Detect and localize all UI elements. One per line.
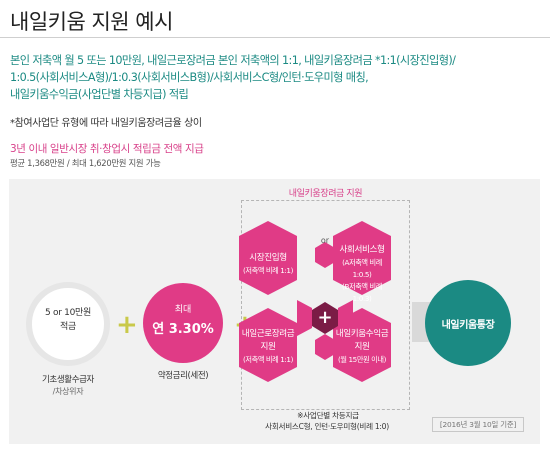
savings-caption: 기초생활수급자: [42, 375, 94, 385]
hex-social-text: 사회서비스형 (A저축액 비례 1:0.5) (B저축액 비례 1:0.3): [333, 244, 391, 305]
hex-market-title: 시장진입형: [249, 253, 287, 263]
incentive-box: [241, 200, 410, 410]
intro-text: 본인 저축액 월 5 또는 10만원, 내일근로장려금 본인 저축액의 1:1,…: [10, 52, 540, 103]
account-label: 내일키움통장: [441, 320, 495, 331]
hex-profit-text: 내일키움수익금 지원 (월 15만원 이내): [333, 328, 391, 366]
interest-rate: 연 3.30%: [143, 318, 223, 337]
hex-profit-title-2: 지원: [354, 342, 370, 352]
plus-icon: +: [116, 310, 138, 340]
hex-labor-title-2: 지원: [260, 342, 276, 352]
intro-line: 본인 저축액 월 5 또는 10만원, 내일근로장려금 본인 저축액의 1:1,…: [10, 54, 456, 67]
hex-social-ratio-a: (A저축액 비례 1:0.5): [342, 258, 382, 279]
hex-profit-title: 내일키움수익금: [335, 329, 389, 339]
hex-labor-text: 내일근로장려금 지원 (저축액 비례 1:1): [239, 328, 297, 366]
savings-amount-line: 5 or 10만원: [45, 308, 91, 318]
hex-market-text: 시장진입형 (저축액 비례 1:1): [239, 252, 297, 277]
hex-connector-bottom: [315, 334, 335, 360]
reference-date: [2016년 3월 10일 기준]: [432, 417, 524, 432]
hex-social-title: 사회서비스형: [339, 245, 385, 255]
savings-caption-sub: /차상위자: [52, 387, 84, 396]
hex-market-ratio: (저축액 비례 1:1): [242, 266, 293, 275]
interest-prefix: 연: [152, 322, 165, 337]
highlight-text: 3년 이내 일반시장 취·창업시 적립금 전액 지급: [10, 143, 204, 155]
intro-line: 1:0.5(사회서비스A형)/1:0.3(사회서비스B형)/사회서비스C형/인턴…: [10, 71, 369, 84]
footnote-differential: ※사업단별 차등지급: [297, 411, 359, 420]
hex-profit-limit: (월 15만원 이내): [338, 355, 386, 364]
savings-ring: [26, 282, 110, 366]
incentive-box-title: 내일키움장려금 지원: [283, 186, 368, 199]
hex-social-ratio-b: (B저축액 비례 1:0.3): [342, 282, 382, 303]
page-title: 내일키움 지원 예시: [10, 10, 173, 34]
interest-max-label: 최대: [174, 305, 192, 315]
savings-type-line: 적금: [60, 322, 76, 332]
hex-connector-right: [338, 300, 353, 336]
hex-social: [333, 221, 391, 295]
footnote-types: 사회서비스C형, 인턴·도우미형(비례 1:0): [265, 422, 389, 431]
account-circle: [425, 280, 511, 366]
hex-labor-ratio: (저축액 비례 1:1): [242, 355, 293, 364]
hex-connector-top: [315, 242, 335, 268]
hex-market: [239, 221, 297, 295]
interest-circle: [143, 283, 223, 363]
savings-amount: 5 or 10만원 적금: [26, 306, 110, 334]
or-label: or: [320, 236, 330, 245]
interest-value: 3.30%: [168, 322, 214, 337]
center-plus-icon: +: [317, 307, 333, 328]
title-divider: [0, 37, 550, 38]
intro-line: 내일키움수익금(사업단별 차등지급) 적립: [10, 88, 189, 101]
average-support-text: 평균 1,368만원 / 최대 1,620만원 지원 가능: [10, 158, 161, 168]
hex-labor: [239, 308, 297, 382]
interest-caption: 약정금리(세전): [157, 371, 209, 381]
hex-center: [312, 302, 338, 334]
hex-connector-left: [297, 300, 312, 336]
rate-note: *참여사업단 유형에 따라 내일키움장려금율 상이: [10, 118, 202, 129]
hex-labor-title: 내일근로장려금: [241, 329, 295, 339]
